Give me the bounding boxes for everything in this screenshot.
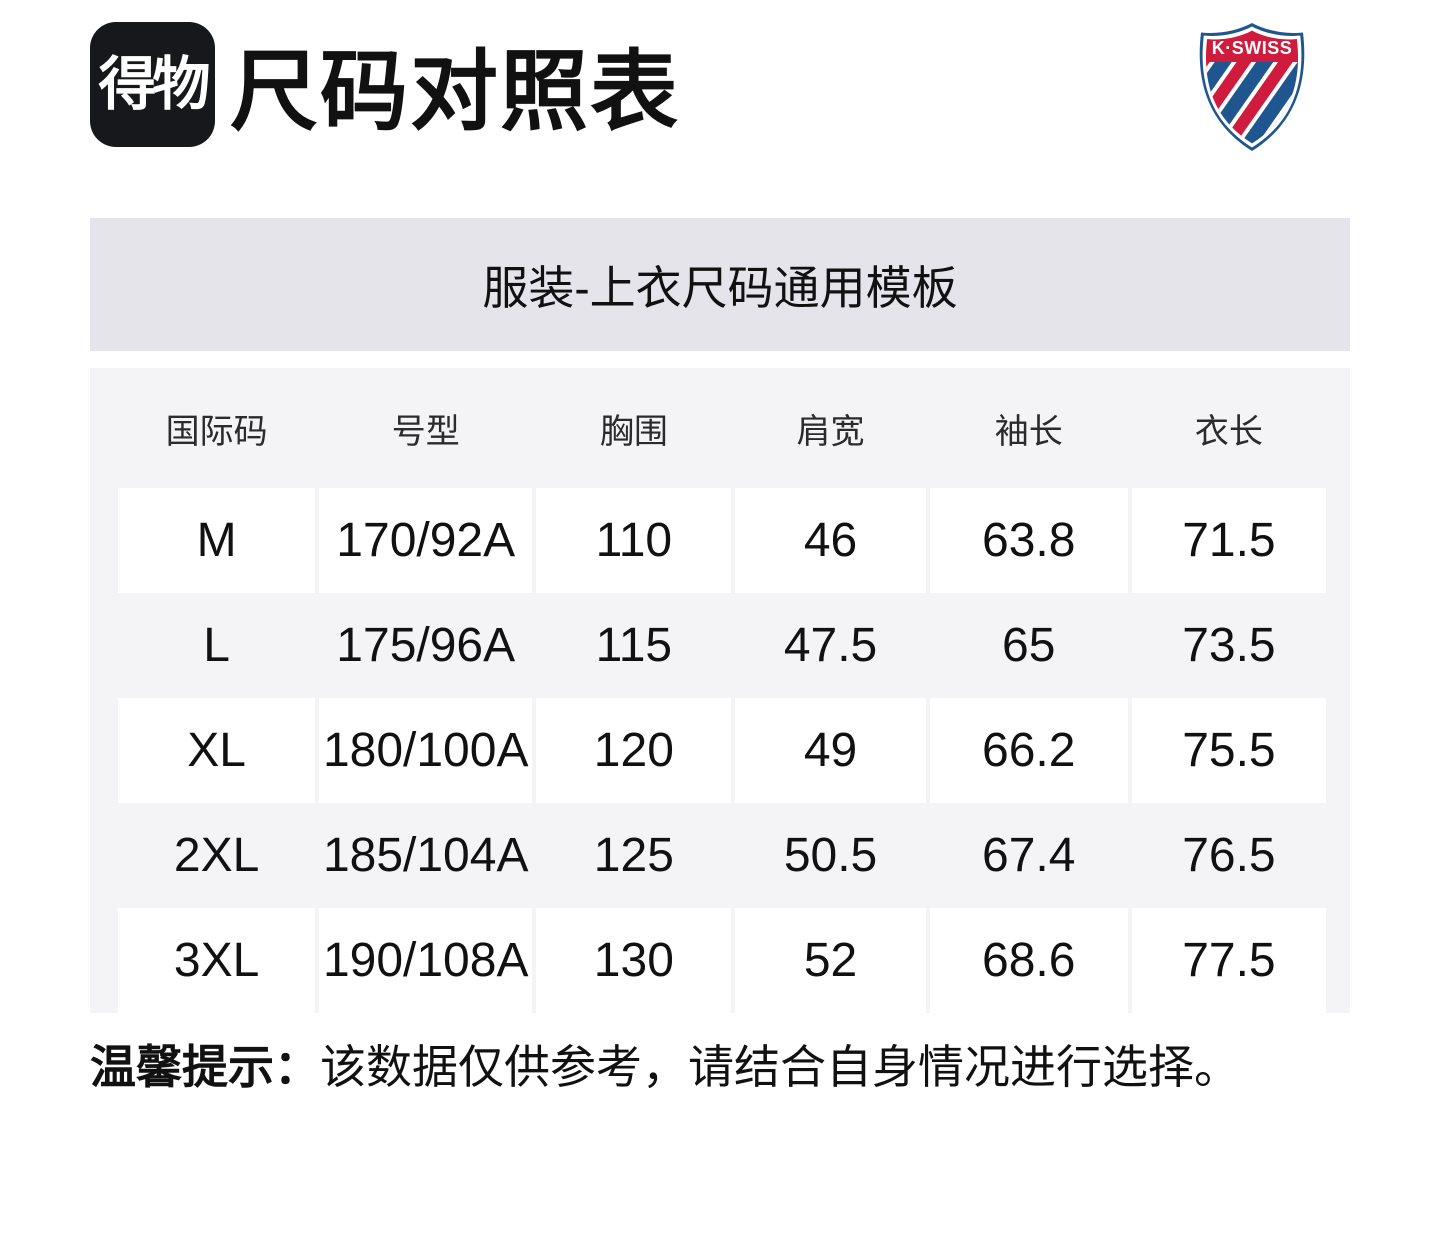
table-cell: 67.4 [982,829,1076,882]
table-cell: 180/100A [319,698,533,803]
table-row-m: M 170/92A 110 46 63.8 71.5 [118,488,1326,593]
table-cell: 125 [593,829,674,882]
column-header-sleeve: 袖长 [994,412,1063,451]
table-cell: 52 [735,908,926,1013]
kswiss-wordmark: K·SWISS [1212,38,1293,58]
tip-label: 温馨提示： [90,1041,320,1093]
column-header-chest: 胸围 [599,412,668,451]
table-cell: 47.5 [783,619,878,672]
table-cell: 49 [735,698,926,803]
table-cell: 71.5 [1131,488,1326,593]
size-table: 国际码 号型 胸围 肩宽 袖长 衣长 M 170/92A 110 46 63.8… [90,368,1350,1013]
table-cell: 73.5 [1182,619,1276,672]
table-cell: 65 [1002,619,1056,672]
table-cell: 66.2 [929,698,1128,803]
table-cell: 77.5 [1131,908,1326,1013]
table-cell: 76.5 [1182,829,1276,882]
dewu-logo: 得物 [90,22,215,147]
column-header-size-type: 号型 [391,412,460,451]
template-banner-title: 服装-上衣尺码通用模板 [482,261,958,314]
table-cell: 185/104A [322,829,529,882]
table-cell: 68.6 [929,908,1128,1013]
template-banner: 服装-上衣尺码通用模板 [90,218,1350,351]
column-header-intl-size: 国际码 [165,412,268,451]
tip-text: 该数据仅供参考，请结合自身情况进行选择。 [320,1041,1240,1093]
column-header-length: 衣长 [1194,412,1263,451]
dewu-logo-text: 得物 [98,51,210,117]
table-cell: XL [118,698,316,803]
tip-note: 温馨提示：该数据仅供参考，请结合自身情况进行选择。 [90,1038,1390,1098]
table-cell: 46 [735,488,926,593]
kswiss-shield-icon: K·SWISS [1199,23,1305,151]
table-header-row: 国际码 号型 胸围 肩宽 袖长 衣长 [118,368,1326,488]
table-cell: 110 [536,488,732,593]
table-cell: 63.8 [929,488,1128,593]
table-cell: M [118,488,316,593]
table-cell: 75.5 [1131,698,1326,803]
table-cell: 130 [536,908,732,1013]
table-cell: 3XL [118,908,316,1013]
table-cell: 115 [595,619,673,672]
page-title: 尺码对照表 [230,42,681,141]
table-cell: L [203,619,230,672]
table-row-xl: XL 180/100A 120 49 66.2 75.5 [118,698,1326,803]
table-cell: 120 [536,698,732,803]
table-cell: 190/108A [319,908,533,1013]
table-row-3xl: 3XL 190/108A 130 52 68.6 77.5 [118,908,1326,1013]
table-cell: 2XL [173,829,260,882]
table-row-l: L 175/96A 115 47.5 65 73.5 [118,593,1326,698]
table-cell: 170/92A [319,488,533,593]
table-cell: 50.5 [783,829,878,882]
table-row-2xl: 2XL 185/104A 125 50.5 67.4 76.5 [118,803,1326,908]
column-header-shoulder: 肩宽 [796,412,865,451]
table-cell: 175/96A [336,619,516,672]
